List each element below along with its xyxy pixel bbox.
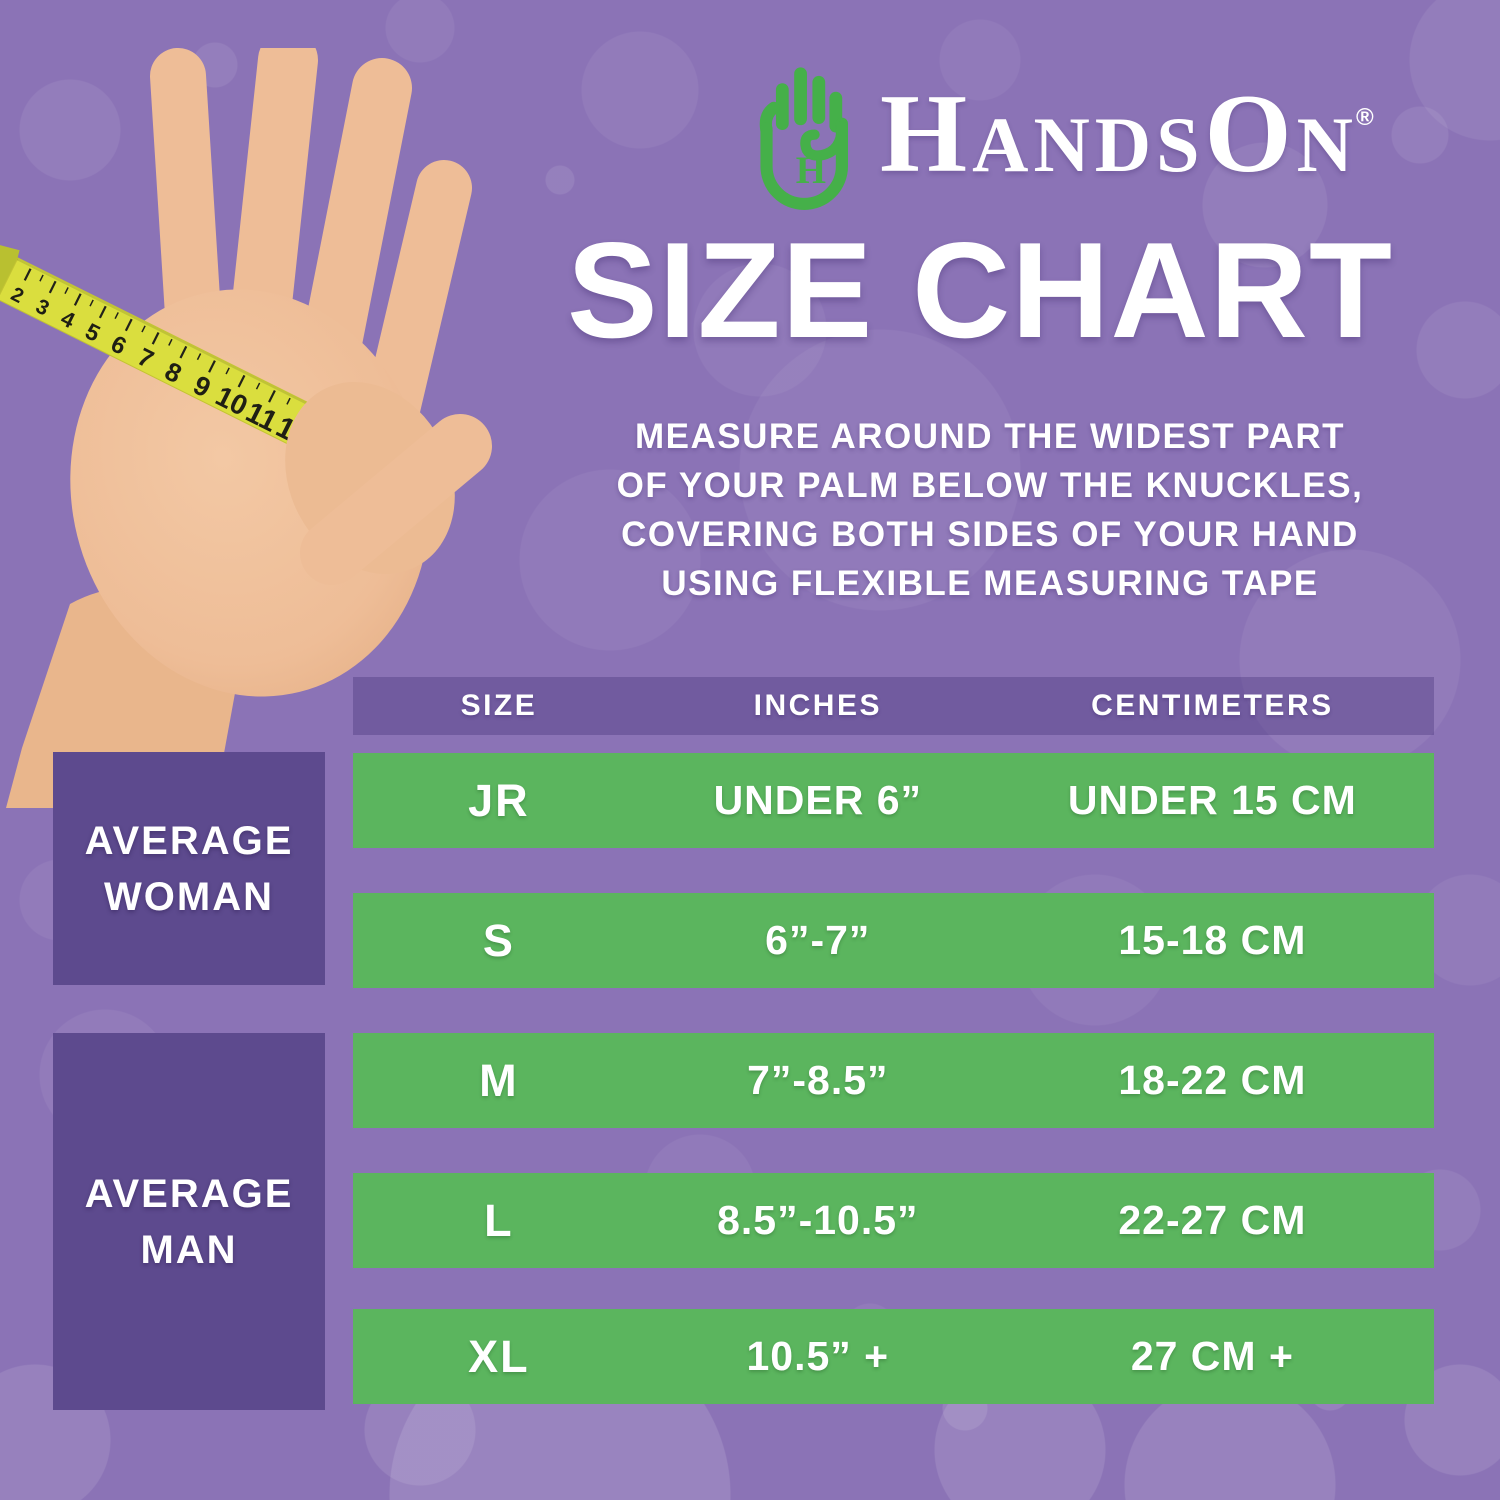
size-cell: XL xyxy=(468,1330,530,1382)
group-label-average-woman: AVERAGE WOMAN xyxy=(53,752,325,985)
instructions-line: OF YOUR PALM BELOW THE KNUCKLES, xyxy=(616,466,1364,505)
size-table: SIZE INCHES CENTIMETERS JR UNDER 6” UNDE… xyxy=(353,677,1434,1407)
size-row-m: M 7”-8.5” 18-22 CM xyxy=(353,1033,1434,1128)
logo-h-letter: H xyxy=(796,149,826,192)
column-header-centimeters: CENTIMETERS xyxy=(1091,689,1334,722)
centimeters-cell: 27 CM + xyxy=(1130,1333,1294,1379)
column-header-inches: INCHES xyxy=(753,689,882,722)
page-title: SIZE CHART xyxy=(567,214,1393,366)
centimeters-cell: 22-27 CM xyxy=(1118,1197,1307,1243)
instructions-line: USING FLEXIBLE MEASURING TAPE xyxy=(661,564,1319,603)
thumb xyxy=(300,414,492,585)
inches-cell: 6”-7” xyxy=(765,917,871,963)
instructions-line: MEASURE AROUND THE WIDEST PART xyxy=(635,417,1345,456)
inches-cell: 7”-8.5” xyxy=(747,1057,889,1103)
brand-wordmark-wrap: HandsOn® xyxy=(880,78,1376,190)
size-row-s: S 6”-7” 15-18 CM xyxy=(353,893,1434,988)
inches-cell: UNDER 6” xyxy=(713,777,923,823)
size-cell: M xyxy=(479,1054,519,1106)
group-label-text: AVERAGE MAN xyxy=(84,1171,294,1272)
group-label-text: AVERAGE WOMAN xyxy=(84,818,294,919)
measurement-instructions: MEASURE AROUND THE WIDEST PART OF YOUR P… xyxy=(545,412,1435,608)
inches-cell: 8.5”-10.5” xyxy=(717,1197,919,1243)
column-header-size: SIZE xyxy=(460,689,538,722)
inches-cell: 10.5” + xyxy=(746,1333,890,1379)
tape-fold xyxy=(0,244,20,303)
size-row-xl: XL 10.5” + 27 CM + xyxy=(353,1309,1434,1404)
registered-trademark: ® xyxy=(1355,104,1374,131)
group-label-average-man: AVERAGE MAN xyxy=(53,1033,325,1410)
centimeters-cell: 18-22 CM xyxy=(1118,1057,1307,1103)
size-row-jr: JR UNDER 6” UNDER 15 CM xyxy=(353,753,1434,848)
size-row-l: L 8.5”-10.5” 22-27 CM xyxy=(353,1173,1434,1268)
centimeters-cell: UNDER 15 CM xyxy=(1067,777,1357,823)
instructions-line: COVERING BOTH SIDES OF YOUR HAND xyxy=(621,515,1359,554)
hand-logo-icon: H xyxy=(759,67,848,210)
tape-minor-ticks xyxy=(39,274,291,405)
size-cell: L xyxy=(484,1194,514,1246)
size-cell: JR xyxy=(468,774,530,826)
centimeters-cell: 15-18 CM xyxy=(1118,917,1307,963)
brand-wordmark: HandsOn xyxy=(880,72,1358,196)
brand-logo: H HandsOn® xyxy=(742,58,1376,210)
size-cell: S xyxy=(482,914,515,966)
size-table-header-row: SIZE INCHES CENTIMETERS xyxy=(353,677,1434,735)
